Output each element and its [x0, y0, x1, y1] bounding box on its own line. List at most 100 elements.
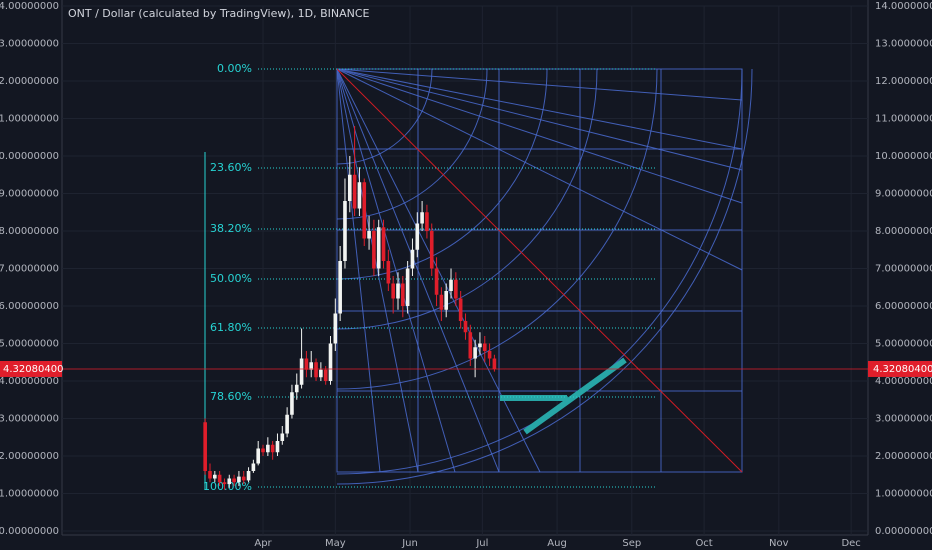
last-price-label: 4.32080400	[3, 364, 63, 375]
fib-label: 61.80%	[210, 321, 252, 334]
candle-body	[256, 448, 261, 464]
y-tick-label-right: 3.00000000	[875, 414, 932, 425]
plot: 4.32080400 4.32080400	[0, 126, 932, 490]
candle-body	[352, 174, 357, 209]
y-tick-label-right: 5.00000000	[875, 339, 932, 350]
candle-body	[309, 362, 314, 370]
y-tick-label-right: 13.00000000	[875, 39, 932, 50]
fib-label: 50.00%	[210, 272, 252, 285]
y-tick-label: 4.00000000	[0, 376, 59, 387]
candle-body	[319, 369, 323, 378]
candle-body	[463, 321, 468, 333]
x-tick-label: Jun	[401, 538, 418, 549]
y-tick-label-right: 2.00000000	[875, 451, 932, 462]
candle-body	[232, 478, 236, 483]
chart-title: ONT / Dollar (calculated by TradingView)…	[68, 7, 370, 20]
candle-body	[482, 343, 487, 351]
fib-label: 38.20%	[210, 222, 252, 235]
fib-levels: 0.00% 23.60% 38.20% 50.00% 61.80% 78.60% 100.0…	[203, 62, 655, 493]
y-tick-label-right: 9.00000000	[875, 189, 932, 200]
last-price-tag	[0, 360, 62, 377]
candle-body	[227, 478, 232, 485]
y-tick-label: 6.00000000	[0, 301, 59, 312]
gann-fan	[336, 68, 743, 473]
candle-body	[410, 249, 415, 269]
candle-body	[203, 422, 207, 471]
candle-body	[458, 298, 463, 321]
candle-body	[478, 343, 482, 348]
y-tick-label-right: 14.00000000	[875, 1, 932, 12]
candle-body	[401, 283, 405, 306]
fib-label: 100.00%	[203, 480, 252, 493]
candle-body	[439, 294, 444, 310]
last-price-label-right: 4.32080400	[873, 364, 932, 375]
candle-body	[362, 182, 367, 239]
candle-body	[449, 279, 453, 291]
candle-body	[261, 448, 265, 453]
y-tick-label-right: 6.00000000	[875, 301, 932, 312]
x-tick-label: Apr	[254, 538, 272, 549]
candle-body	[246, 471, 251, 481]
candle-body	[386, 261, 391, 284]
y-tick-label: 11.00000000	[0, 114, 59, 125]
projection-path	[523, 357, 627, 435]
candle-body	[429, 231, 434, 269]
candle-body	[222, 482, 227, 485]
gann-arcs	[336, 68, 753, 485]
fib-label: 23.60%	[210, 161, 252, 174]
candle-body	[434, 268, 439, 295]
candle-body	[270, 444, 275, 453]
y-tick-label: 14.00000000	[0, 1, 59, 12]
candle-body	[372, 231, 376, 269]
candle-body	[217, 474, 222, 483]
candle-body	[347, 174, 352, 201]
x-tick-label: Dec	[841, 538, 860, 549]
projection-bar	[500, 395, 567, 401]
candle-body	[266, 444, 270, 453]
y-tick-label-right: 12.00000000	[875, 76, 932, 87]
y-tick-label: 1.00000000	[0, 489, 59, 500]
candle-body	[208, 471, 212, 479]
y-tick-label: 5.00000000	[0, 339, 59, 350]
candle-body	[328, 343, 333, 381]
candle-body	[314, 362, 318, 378]
gann-grid	[337, 69, 742, 472]
last-price-tag-right	[868, 360, 932, 377]
candle-body	[391, 283, 395, 299]
x-tick-label: Jul	[475, 538, 488, 549]
x-tick-label: Nov	[769, 538, 789, 549]
candle-body	[420, 212, 424, 224]
y-tick-label-right: 11.00000000	[875, 114, 932, 125]
candle-body	[285, 414, 289, 434]
candle-body	[343, 201, 347, 261]
y-tick-label: 12.00000000	[0, 76, 59, 87]
candle-body	[323, 369, 328, 381]
y-tick-label-right: 0.00000000	[875, 526, 932, 537]
candle-body	[405, 268, 410, 306]
candle-body	[275, 441, 280, 453]
x-tick-label: May	[325, 538, 346, 549]
gann-diagonal	[336, 68, 743, 473]
candle-body	[213, 474, 217, 479]
candle-body	[338, 261, 342, 314]
candle-body	[492, 358, 497, 369]
candle-body	[290, 392, 294, 415]
candle-body	[396, 283, 400, 299]
candle-body	[237, 476, 241, 483]
candle-body	[444, 291, 449, 310]
y-tick-label-right: 4.00000000	[875, 376, 932, 387]
fib-label: 0.00%	[217, 62, 252, 75]
candle-body	[294, 384, 299, 393]
candle-body	[473, 347, 477, 359]
y-tick-label-right: 10.00000000	[875, 151, 932, 162]
candle-body	[333, 313, 338, 344]
fib-label: 78.60%	[210, 390, 252, 403]
y-tick-label: 7.00000000	[0, 264, 59, 275]
candle-body	[468, 332, 473, 359]
candle-body	[425, 212, 429, 231]
candle-body	[304, 358, 309, 370]
candle-body	[367, 231, 371, 239]
y-tick-label: 2.00000000	[0, 451, 59, 462]
